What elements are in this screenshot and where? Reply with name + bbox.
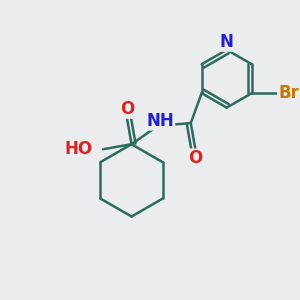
- Text: NH: NH: [147, 112, 174, 130]
- Text: O: O: [120, 100, 134, 118]
- Text: Br: Br: [278, 84, 299, 102]
- Text: HO: HO: [65, 140, 93, 158]
- Text: O: O: [188, 149, 203, 167]
- Text: N: N: [220, 33, 234, 51]
